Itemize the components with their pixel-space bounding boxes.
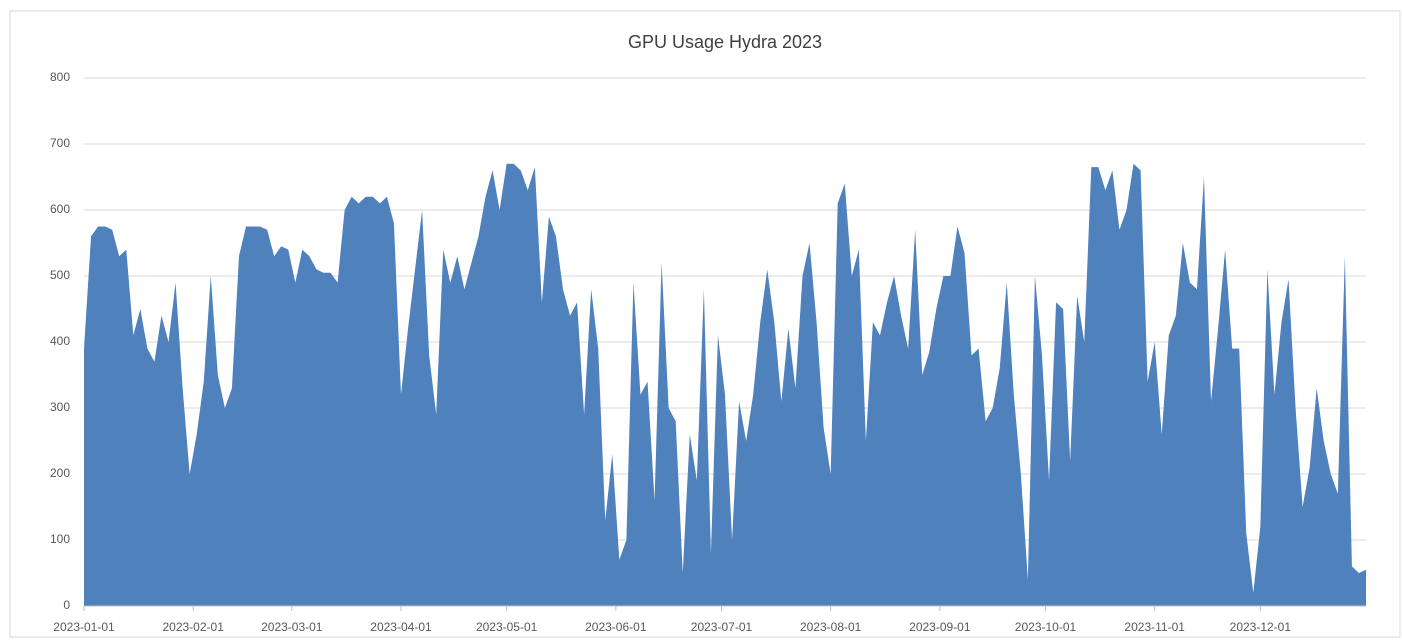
x-tick-label: 2023-03-01 — [261, 620, 323, 634]
y-tick-label: 100 — [50, 532, 70, 546]
y-tick-label: 500 — [50, 268, 70, 282]
y-tick-label: 700 — [50, 136, 70, 150]
x-tick-label: 2023-09-01 — [909, 620, 971, 634]
x-tick-label: 2023-05-01 — [476, 620, 538, 634]
x-tick-label: 2023-12-01 — [1230, 620, 1292, 634]
y-tick-label: 0 — [63, 598, 70, 612]
x-tick-label: 2023-06-01 — [585, 620, 647, 634]
y-tick-label: 800 — [50, 70, 70, 84]
chart-title: GPU Usage Hydra 2023 — [628, 32, 822, 52]
x-tick-label: 2023-01-01 — [53, 620, 115, 634]
x-tick-label: 2023-07-01 — [691, 620, 753, 634]
y-tick-label: 300 — [50, 400, 70, 414]
y-tick-label: 200 — [50, 466, 70, 480]
y-tick-label: 600 — [50, 202, 70, 216]
x-tick-label: 2023-04-01 — [370, 620, 432, 634]
x-tick-label: 2023-08-01 — [800, 620, 862, 634]
x-tick-label: 2023-02-01 — [162, 620, 224, 634]
x-tick-label: 2023-11-01 — [1124, 620, 1185, 634]
x-tick-label: 2023-10-01 — [1015, 620, 1077, 634]
area — [84, 163, 1366, 607]
y-tick-label: 400 — [50, 334, 70, 348]
